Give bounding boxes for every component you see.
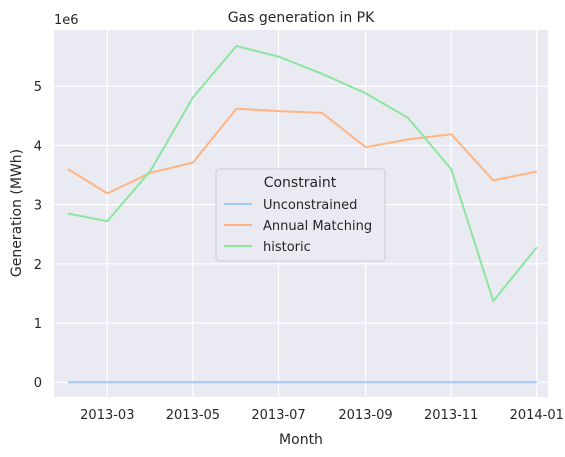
x-tick-label: 2013-05 <box>166 408 220 423</box>
legend: Constraint Unconstrained Annual Matching h… <box>215 168 386 262</box>
legend-box <box>215 168 386 262</box>
y-tick-labels: 0 1 2 3 4 5 <box>34 80 42 391</box>
y-axis-label: Generation (MWh) <box>9 149 25 277</box>
legend-label: Annual Matching <box>263 219 372 234</box>
legend-items: Unconstrained Annual Matching historic <box>224 198 372 255</box>
y-offset-label: 1e6 <box>54 13 79 28</box>
y-tick-label: 0 <box>34 376 42 391</box>
x-tick-label: 2013-03 <box>80 408 134 423</box>
x-tick-label: 2013-07 <box>251 408 305 423</box>
series-line-2 <box>67 45 538 303</box>
series-line-1 <box>67 107 538 195</box>
x-tick-label: 2013-11 <box>424 408 478 423</box>
chart-title: Gas generation in PK <box>228 10 375 26</box>
y-tick-label: 3 <box>34 199 42 214</box>
legend-label: Unconstrained <box>263 198 357 213</box>
y-tick-label: 1 <box>34 317 42 332</box>
x-tick-label: 2014-01 <box>510 408 564 423</box>
x-tick-labels: 2013-03 2013-05 2013-07 2013-09 2013-11 2014-… <box>80 408 564 423</box>
x-axis-label: Month <box>279 432 323 448</box>
y-tick-label: 4 <box>34 139 42 154</box>
y-tick-label: 2 <box>34 258 42 273</box>
legend-label: historic <box>263 240 311 255</box>
series-lines <box>67 45 538 384</box>
legend-title: Constraint <box>264 175 337 191</box>
y-tick-label: 5 <box>34 80 42 95</box>
x-tick-label: 2013-09 <box>338 408 392 423</box>
